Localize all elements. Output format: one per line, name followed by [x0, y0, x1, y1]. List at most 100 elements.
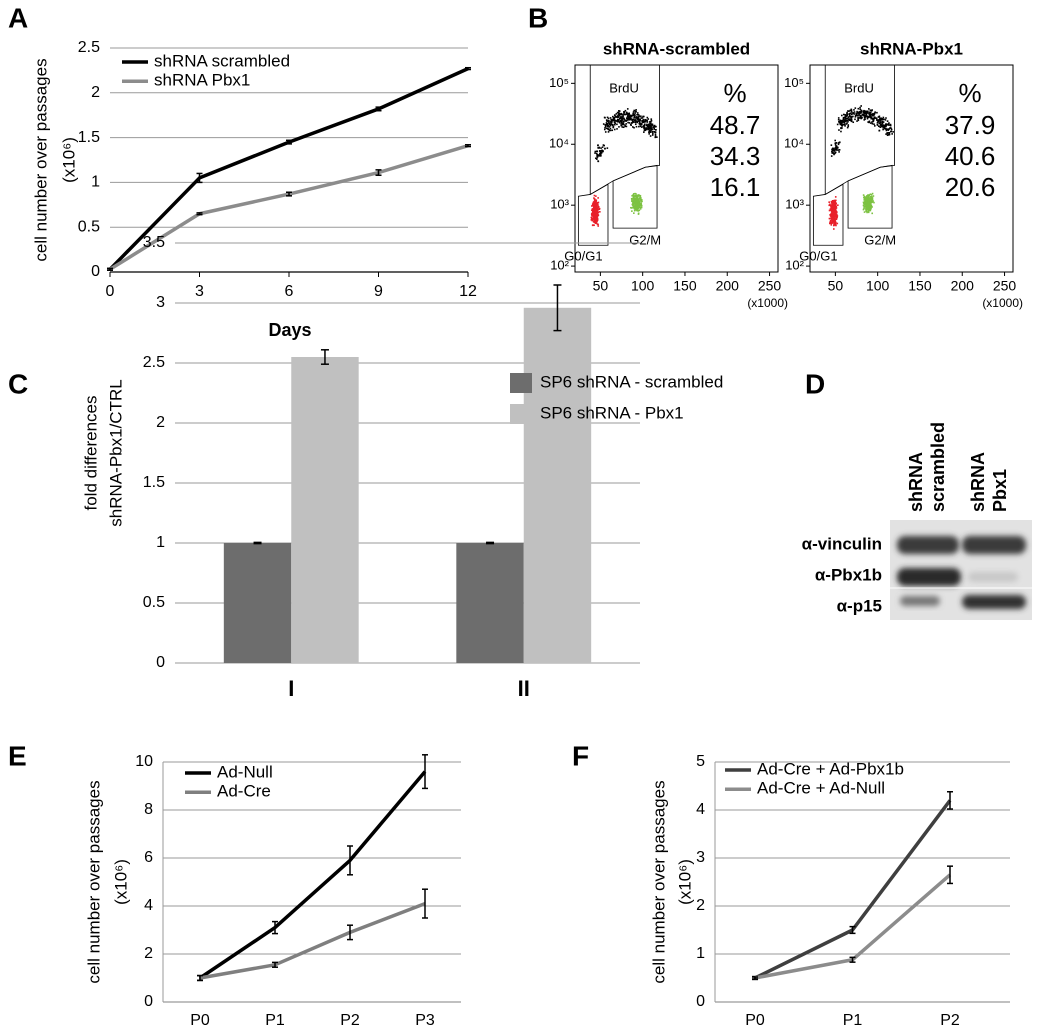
event-dot	[867, 195, 870, 197]
event-dot	[856, 120, 858, 122]
event-dot	[864, 200, 867, 203]
event-dot	[638, 125, 640, 128]
event-dot	[852, 121, 855, 124]
event-dot	[852, 115, 854, 118]
event-dot	[878, 116, 880, 118]
event-dot	[612, 118, 614, 121]
event-dot	[835, 221, 837, 224]
event-dot	[832, 202, 835, 204]
event-dot	[850, 118, 853, 121]
y-tick-label: 10⁴	[784, 136, 804, 151]
event-dot	[639, 118, 642, 121]
event-dot	[833, 148, 835, 150]
event-dot	[598, 146, 601, 149]
event-dot	[625, 125, 628, 128]
event-dot	[639, 123, 641, 126]
error-bar	[272, 961, 278, 968]
event-dot	[600, 152, 603, 154]
event-dot	[833, 202, 836, 204]
event-dot	[859, 108, 862, 111]
event-dot	[879, 117, 881, 120]
event-dot	[832, 218, 835, 221]
event-dot	[847, 110, 849, 112]
event-dot	[862, 208, 865, 211]
event-dot	[617, 119, 620, 121]
event-dot	[646, 123, 648, 126]
event-dot	[841, 114, 843, 117]
event-dot	[636, 200, 639, 202]
event-dot	[619, 119, 622, 122]
event-dot	[648, 123, 650, 126]
event-dot	[848, 119, 851, 122]
event-dot	[640, 206, 643, 209]
event-dot	[635, 125, 638, 128]
event-dot	[856, 110, 858, 113]
panel-letter: A	[8, 2, 28, 33]
event-dot	[841, 127, 843, 129]
event-dot	[836, 149, 838, 151]
event-dot	[616, 120, 619, 123]
event-dot	[868, 195, 870, 197]
event-dot	[847, 125, 850, 128]
gate-label: G0/G1	[799, 249, 837, 264]
event-dot	[650, 125, 652, 128]
event-dot	[880, 125, 883, 128]
event-dot	[634, 119, 637, 121]
event-dot	[841, 122, 843, 124]
event-dot	[633, 202, 635, 205]
panel-letter: E	[8, 740, 27, 771]
event-dot	[859, 112, 861, 114]
event-dot	[618, 126, 620, 128]
event-dot	[650, 127, 652, 129]
event-dot	[866, 195, 868, 197]
event-dot	[636, 121, 639, 124]
event-dot	[632, 202, 634, 205]
event-dot	[834, 208, 836, 210]
x-tick-label: P2	[340, 1012, 360, 1029]
blot-band	[968, 572, 1018, 582]
y-tick-label: 1	[156, 534, 165, 551]
event-dot	[649, 135, 652, 137]
event-dot	[655, 129, 657, 131]
event-dot	[857, 116, 859, 119]
event-dot	[631, 203, 634, 206]
event-dot	[635, 117, 637, 119]
event-dot	[844, 115, 847, 118]
event-dot	[595, 157, 597, 160]
event-dot	[611, 119, 613, 121]
event-dot	[853, 109, 855, 111]
event-dot	[830, 204, 833, 206]
event-dot	[637, 195, 639, 197]
error-bar	[422, 888, 428, 919]
event-dot	[867, 206, 869, 208]
event-dot	[865, 113, 868, 116]
event-dot	[832, 152, 835, 154]
event-dot	[637, 213, 640, 215]
event-dot	[858, 113, 860, 115]
legend-label: Ad-Cre + Ad-Pbx1b	[757, 759, 904, 778]
event-dot	[870, 117, 873, 120]
event-dot	[640, 126, 643, 128]
event-dot	[865, 205, 868, 208]
event-dot	[631, 114, 633, 117]
event-dot	[623, 113, 626, 116]
y-tick-label: 4	[144, 897, 153, 914]
event-dot	[645, 124, 648, 127]
event-dot	[606, 123, 609, 126]
event-dot	[590, 216, 593, 219]
event-dot	[835, 147, 838, 149]
event-dot	[880, 117, 882, 120]
event-dot	[862, 111, 865, 113]
blot-band	[897, 568, 961, 586]
event-dot	[594, 150, 597, 153]
event-dot	[889, 124, 892, 127]
event-dot	[648, 131, 650, 134]
event-dot	[870, 201, 872, 203]
gate	[847, 164, 893, 229]
event-dot	[831, 148, 833, 151]
event-dot	[872, 195, 875, 197]
event-dot	[870, 109, 873, 112]
event-dot	[835, 214, 837, 216]
event-dot	[632, 121, 634, 123]
event-dot	[857, 111, 859, 114]
